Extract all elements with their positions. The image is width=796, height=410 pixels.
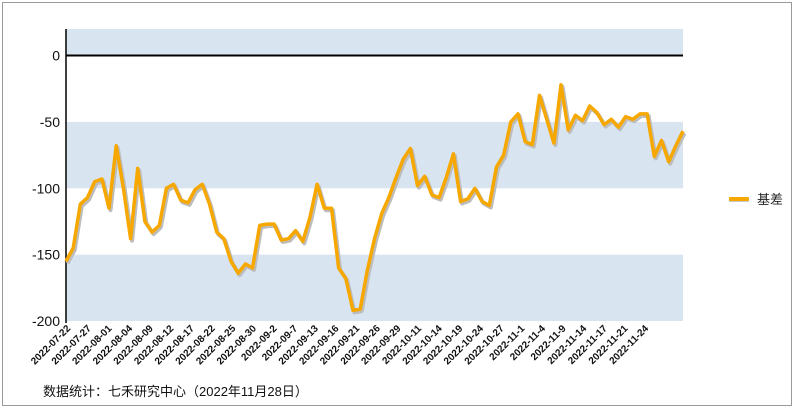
legend-label: 基差 bbox=[757, 192, 784, 207]
chart-frame: 0 -50 -100 -150 -200 2022-07-22 2022-07-27 2022… bbox=[2, 2, 792, 406]
grid-band-2 bbox=[66, 254, 683, 321]
y-tick-label: -50 bbox=[40, 114, 60, 130]
source-note: 数据统计：七禾研究中心（2022年11月28日） bbox=[43, 384, 308, 399]
y-tick-label: 0 bbox=[52, 48, 60, 64]
grid-band-0 bbox=[66, 29, 683, 56]
grid-band-1 bbox=[66, 121, 683, 189]
y-tick-label: -150 bbox=[32, 247, 60, 263]
series-line bbox=[64, 82, 685, 313]
y-tick-label: -100 bbox=[32, 180, 60, 196]
y-tick-label: -200 bbox=[32, 313, 60, 329]
legend: 基差 bbox=[729, 189, 783, 208]
legend-swatch bbox=[729, 196, 749, 201]
line-chart: 0-50-100-150-2002022-07-222022-07-272022… bbox=[29, 29, 687, 367]
